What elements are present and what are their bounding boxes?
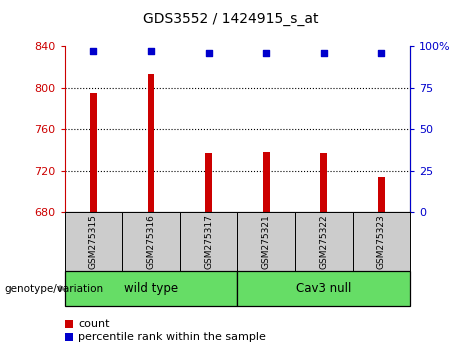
Text: Cav3 null: Cav3 null — [296, 282, 352, 295]
Text: genotype/variation: genotype/variation — [5, 284, 104, 293]
Text: wild type: wild type — [124, 282, 178, 295]
Text: GSM275315: GSM275315 — [89, 214, 98, 269]
Text: count: count — [78, 319, 110, 329]
Text: GDS3552 / 1424915_s_at: GDS3552 / 1424915_s_at — [143, 12, 318, 27]
Point — [378, 50, 385, 56]
Point — [205, 50, 212, 56]
Text: GSM275322: GSM275322 — [319, 214, 328, 269]
Text: GSM275317: GSM275317 — [204, 214, 213, 269]
Bar — [263, 152, 270, 212]
Text: percentile rank within the sample: percentile rank within the sample — [78, 332, 266, 342]
Text: GSM275316: GSM275316 — [147, 214, 155, 269]
Bar — [378, 177, 385, 212]
Bar — [90, 93, 97, 212]
Point — [320, 50, 327, 56]
Text: GSM275323: GSM275323 — [377, 214, 386, 269]
Bar — [205, 153, 212, 212]
Bar — [148, 74, 154, 212]
Point — [89, 48, 97, 54]
Bar — [320, 153, 327, 212]
Point — [148, 48, 155, 54]
Text: GSM275321: GSM275321 — [262, 214, 271, 269]
Point — [263, 50, 270, 56]
